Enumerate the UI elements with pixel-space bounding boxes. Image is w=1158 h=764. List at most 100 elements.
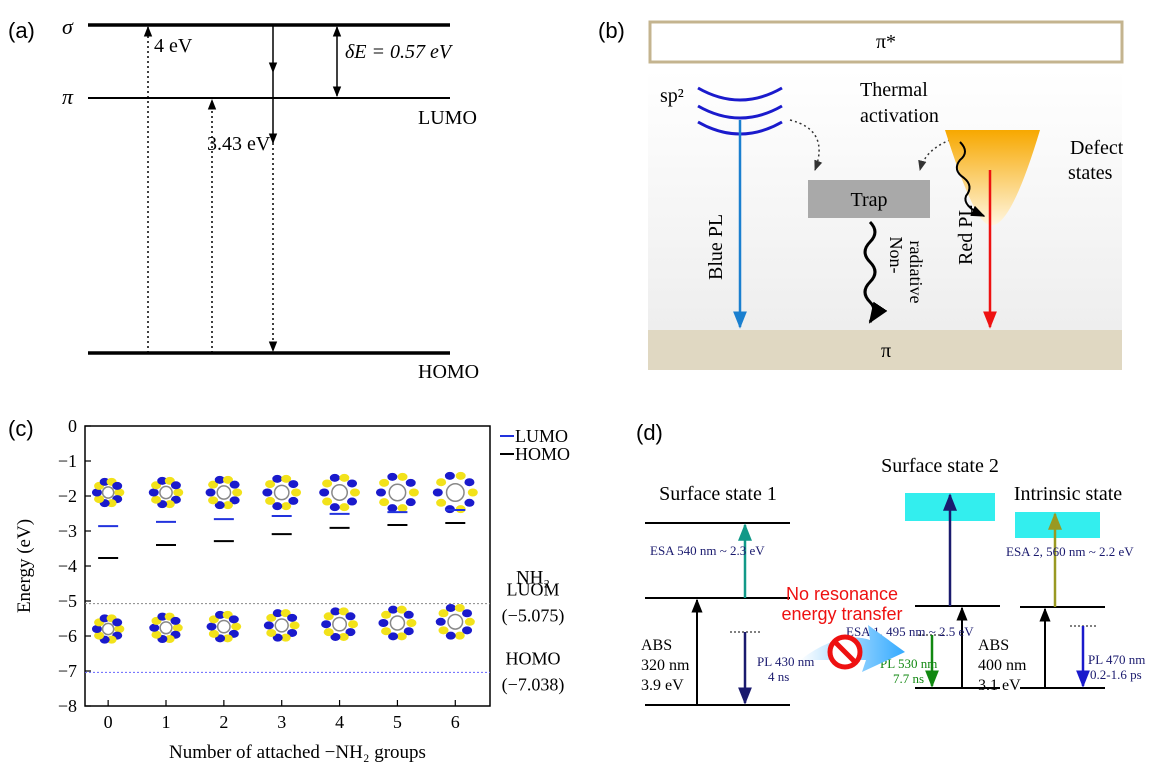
molecule-core [217,486,230,499]
molecule-lobe [230,481,240,489]
reference-name: HOMO [505,648,560,668]
molecule-core [390,616,404,630]
molecule-lobe [322,498,332,506]
pl-label: 4 ns [768,669,789,684]
molecule-lobe [262,489,272,497]
delta-label: δE = 0.57 eV [345,41,454,63]
x-tick-label: 5 [393,712,402,732]
thermal-label: activation [860,105,939,127]
x-tick-label: 6 [451,712,460,732]
x-axis-label: Number of attached −NH₂ groups [169,742,426,763]
abs-label: ABS [978,637,1009,654]
molecule-lobe [406,479,416,487]
state-title: Surface state 2 [881,455,999,477]
molecule-lobe [406,619,416,627]
molecule-lobe [433,489,443,497]
molecule-lobe [339,474,349,482]
molecule-lobe [398,504,408,512]
molecule-lobe [378,619,388,627]
molecule-lobe [171,481,181,489]
pl-label: 0.2-1.6 ps [1090,667,1142,682]
y-tick-label: −5 [58,591,77,611]
pl-label: PL 470 nm [1088,652,1145,667]
molecule-lobe [112,482,122,490]
abs-label: 3.1 eV [978,677,1021,694]
molecule-lobe [330,474,340,482]
reference-value: (−7.038) [502,674,565,695]
molecule-core [332,485,347,500]
molecule-lobe [406,498,416,506]
y-tick-label: −4 [58,556,77,576]
x-tick-label: 4 [335,712,344,732]
legend-entry: LUMO [515,426,568,446]
annotation: NH₂ [516,568,550,589]
y-tick-label: 0 [68,416,77,436]
molecule-lobe [290,621,300,629]
molecule-lobe [330,503,340,511]
molecule-lobe [439,626,449,634]
molecule-lobe [207,623,217,631]
state-title: Surface state 1 [659,483,777,505]
molecule-lobe [151,631,161,639]
thermal-label: Thermal [860,79,928,101]
panel-label: (b) [598,18,625,43]
molecule-lobe [376,489,386,497]
panel-label: (c) [8,416,34,441]
abs-label: 320 nm [641,657,690,674]
gap-label: 4 eV [154,35,193,57]
gap-label: 3.43 eV [207,133,271,155]
molecule-lobe [231,623,241,631]
molecule-lobe [272,475,282,483]
molecule-lobe [322,479,332,487]
molecule-lobe [265,497,275,505]
molecule-lobe [445,472,455,480]
molecule-lobe [281,502,291,510]
molecule-lobe [347,498,357,506]
molecule-lobe [381,627,391,635]
molecule-lobe [206,489,216,497]
nonrad-label: radiative [906,241,926,304]
molecule-lobe [229,615,239,623]
molecule-lobe [149,624,159,632]
molecule-lobe [266,629,276,637]
molecule-lobe [468,489,478,497]
abs-label: ABS [641,637,672,654]
molecule-core [275,485,289,499]
molecule-core [389,484,405,500]
molecule-core [103,623,114,634]
x-tick-label: 3 [277,712,286,732]
defect-label: Defect [1070,137,1124,159]
molecule-lobe [455,632,465,640]
y-tick-label: −7 [58,661,77,681]
molecule-lobe [465,618,475,626]
molecule-core [160,486,172,498]
molecule-lobe [436,618,446,626]
molecule-lobe [287,614,297,622]
molecule-core [218,620,230,632]
y-tick-label: −3 [58,521,77,541]
molecule-lobe [348,620,358,628]
molecule-core [275,619,288,632]
trap-label: Trap [850,189,887,211]
esa-label: ESA 540 nm ~ 2.3 eV [650,543,765,558]
y-tick-label: −1 [58,451,77,471]
molecule-lobe [347,479,357,487]
molecule-lobe [209,630,219,638]
molecule-lobe [436,499,446,507]
blue-pl-label: Blue PL [705,214,727,280]
esa-label: ESA 1, 495 nm ~ 2.5 eV [846,624,974,639]
no-transfer-label: No resonance [786,584,898,604]
y-axis-label: Energy (eV) [14,519,35,613]
figure: (a)σπLUMOHOMO4 eV3.43 eVδE = 0.57 eV(b)π… [0,0,1158,764]
molecule-lobe [398,473,408,481]
reference-value: (−5.075) [502,606,565,627]
defect-label: states [1068,162,1113,184]
molecule-lobe [446,604,456,612]
molecule-lobe [171,617,181,625]
x-tick-label: 0 [104,712,113,732]
nonrad-label: Non- [886,237,906,274]
molecule-lobe [462,609,472,617]
panel-label: (d) [636,420,663,445]
molecule-lobe [151,496,161,504]
molecule-lobe [149,489,159,497]
